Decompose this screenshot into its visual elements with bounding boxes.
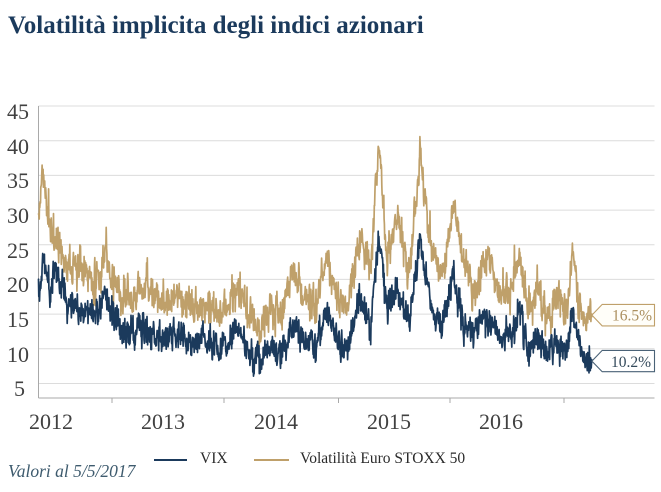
svg-text:16.5%: 16.5% [612, 308, 652, 325]
svg-text:10.2%: 10.2% [611, 354, 651, 371]
